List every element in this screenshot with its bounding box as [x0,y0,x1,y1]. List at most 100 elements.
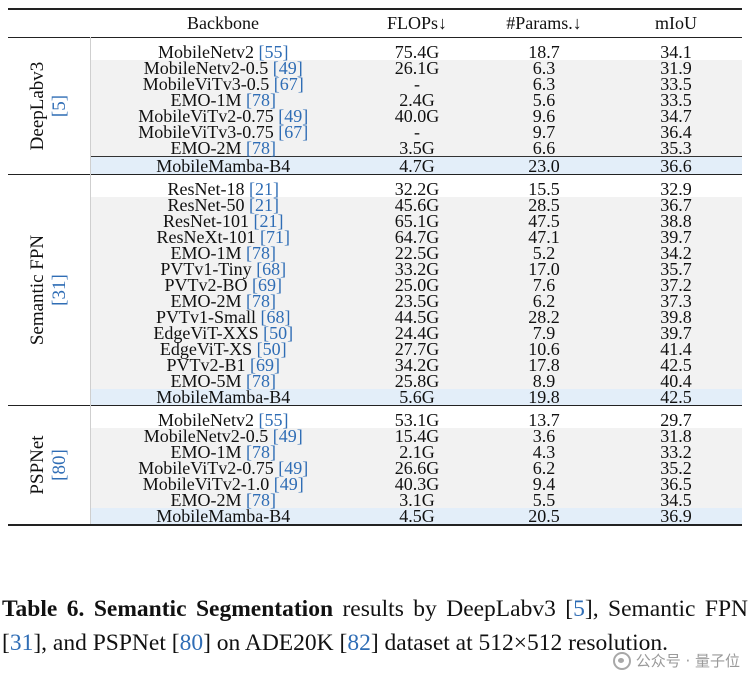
backbone-cell: PVTv2-B1 [69] [90,355,356,375]
params-cell: 9.4 [478,475,610,493]
backbone-citation[interactable]: [78] [246,138,276,158]
table-row: EdgeViT-XXS [50] 24.4G 7.9 39.7 [8,323,742,343]
backbone-name: PVTv2-BO [164,275,248,295]
params-cell: 5.2 [478,244,610,262]
backbone-citation[interactable]: [49] [273,474,304,494]
flops-cell: 45.6G [356,196,478,214]
backbone-citation[interactable]: [78] [246,442,276,462]
group-citation[interactable]: [5] [48,94,70,118]
backbone-citation[interactable]: [49] [272,58,303,78]
table-row: EMO-2M [78] 3.5G 6.6 35.3 [8,138,742,158]
backbone-name: PVTv1-Small [155,307,256,327]
miou-cell: 32.9 [660,179,692,199]
caption-prefix: Table 6. [2,596,85,622]
miou-cell: 33.5 [610,75,742,93]
params-cell: 23.0 [478,156,610,175]
group-label: PSPNet [80] [27,435,71,494]
table-row: Semantic FPN [31] ResNet-18 [21] 32.2G 15.5 3… [8,174,742,406]
table-row: PVTv2-BO [69] 25.0G 7.6 37.2 [8,275,742,295]
flops-cell: 3.5G [356,139,478,157]
group-citation[interactable]: [80] [48,449,70,481]
backbone-citation[interactable]: [49] [272,426,303,446]
backbone-citation[interactable]: [71] [259,227,290,247]
table-row: ResNet-50 [21] 45.6G 28.5 36.7 [8,195,742,215]
backbone-citation[interactable]: [78] [246,490,276,510]
backbone-citation[interactable]: [67] [278,122,309,142]
backbone-cell: EMO-2M [78] [90,291,356,311]
flops-cell: 15.4G [356,427,478,445]
backbone-citation[interactable]: [78] [246,371,276,391]
watermark: 公众号 · 量子位 [612,650,740,671]
flops-cell: 4.7G [356,156,478,175]
miou-cell: 37.2 [610,276,742,294]
flops-cell: 40.0G [356,107,478,125]
backbone-citation[interactable]: [78] [246,291,276,311]
params-cell: 19.8 [478,388,610,406]
group-citation[interactable]: [31] [48,274,70,306]
caption-cite-3[interactable]: 80 [179,630,204,656]
backbone-cell: EdgeViT-XS [50] [90,339,356,359]
flops-cell: 5.6G [356,388,478,406]
params-cell: 17.8 [478,356,610,374]
caption-cite-4[interactable]: 82 [347,630,371,656]
backbone-citation[interactable]: [78] [246,90,276,110]
backbone-citation[interactable]: [78] [246,243,276,263]
params-cell: 6.2 [478,459,610,477]
flops-cell: 40.3G [356,475,478,493]
caption-cite-1[interactable]: 5 [573,596,585,622]
table-row: MobileViTv2-1.0 [49] 40.3G 9.4 36.5 [8,474,742,494]
backbone-citation[interactable]: [49] [278,106,309,126]
flops-cell: 53.1G [394,410,440,430]
backbone-name: MobileNetv2 [158,42,254,62]
backbone-citation[interactable]: [68] [260,307,291,327]
miou-cell: 35.3 [610,139,742,157]
backbone-citation[interactable]: [69] [250,355,280,375]
backbone-citation[interactable]: [67] [273,74,304,94]
table-row: MobileNetv2-0.5 [49] 15.4G 3.6 31.8 [8,426,742,446]
miou-cell: 41.4 [610,340,742,358]
backbone-cell: EMO-2M [78] [90,490,356,510]
backbone-citation[interactable]: [69] [252,275,282,295]
group-method-name: DeepLabv3 [26,61,48,151]
backbone-citation[interactable]: [50] [263,323,294,343]
miou-cell: 34.5 [610,491,742,509]
miou-cell: 31.8 [610,427,742,445]
table-row: MobileViTv3-0.5 [67] -6.3 33.5 [8,74,742,94]
miou-cell: 40.4 [610,372,742,390]
params-cell: 28.2 [478,308,610,326]
miou-cell: 39.8 [610,308,742,326]
backbone-citation[interactable]: [50] [256,339,287,359]
table-row: ResNeXt-101 [71] 64.7G 47.1 39.7 [8,227,742,247]
backbone-name: MobileViTv2-0.75 [138,106,274,126]
backbone-name: MobileViTv3-0.75 [138,122,274,142]
miou-cell: 34.2 [610,244,742,262]
backbone-citation[interactable]: [49] [278,458,309,478]
params-cell: 4.3 [478,443,610,461]
backbone-citation[interactable]: [21] [248,195,279,215]
backbone-cell: ResNet-50 [21] [90,195,356,215]
flops-cell: 26.6G [356,459,478,477]
flops-cell: 24.4G [356,324,478,342]
caption-cite-2[interactable]: 31 [9,630,34,656]
backbone-name: EdgeViT-XS [159,339,253,359]
backbone-citation[interactable]: [21] [248,179,279,199]
params-cell: 15.5 [528,179,560,199]
table-row: MobileViTv3-0.75 [67] -9.7 36.4 [8,122,742,142]
backbone-citation[interactable]: [55] [258,410,289,430]
table-row: EMO-1M [78] 22.5G 5.2 34.2 [8,243,742,263]
params-cell: 47.5 [478,212,610,230]
backbone-citation[interactable]: [55] [258,42,289,62]
header-flops: FLOPs↓ [386,13,448,33]
table-row: EdgeViT-XS [50] 27.7G 10.6 41.4 [8,339,742,359]
backbone-citation[interactable]: [68] [256,259,287,279]
group-method-name: PSPNet [26,435,48,495]
miou-cell: 35.2 [610,459,742,477]
group-label: Semantic FPN [31] [27,235,71,345]
backbone-citation[interactable]: [21] [253,211,284,231]
backbone-name: EMO-1M [170,442,242,462]
params-cell: 18.7 [528,42,560,62]
params-cell: 5.6 [478,91,610,109]
table-row: MobileNetv2-0.5 [49] 26.1G 6.3 31.9 [8,58,742,78]
backbone-name: PVTv2-B1 [166,355,246,375]
table-row: PVTv1-Tiny [68] 33.2G 17.0 35.7 [8,259,742,279]
